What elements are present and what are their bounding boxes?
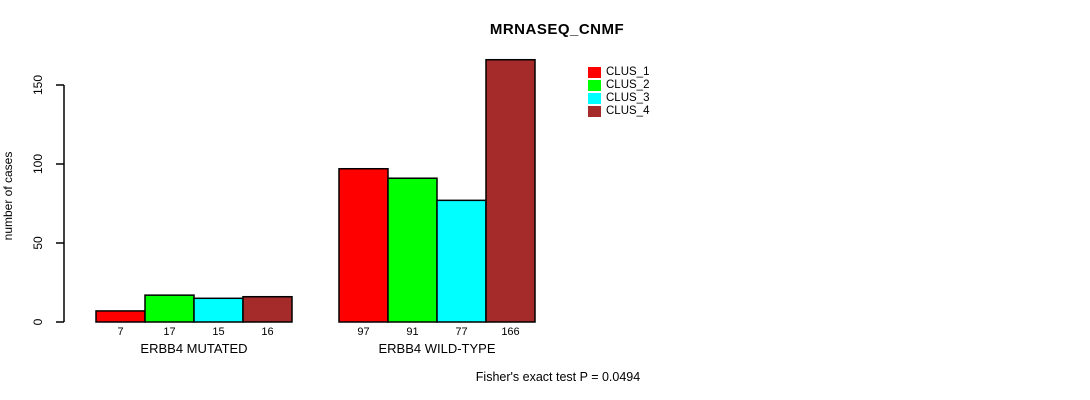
legend-swatch — [588, 106, 601, 117]
chart-title: MRNASEQ_CNMF — [489, 21, 625, 38]
legend-label: CLUS_2 — [606, 79, 650, 91]
bar — [242, 295, 293, 323]
legend-swatch — [588, 93, 601, 104]
legend-item: CLUS_3 — [588, 92, 649, 105]
legend-label: CLUS_4 — [606, 105, 650, 117]
y-axis-tick-label: 100 — [31, 154, 45, 174]
group-label: ERBB4 MUTATED — [140, 341, 247, 356]
bar-value-label: 97 — [357, 326, 369, 338]
bar — [144, 294, 195, 323]
legend-item: CLUS_2 — [588, 79, 649, 92]
bar — [436, 199, 487, 323]
bar — [193, 297, 244, 323]
y-axis-tick-label: 50 — [31, 236, 45, 250]
legend-label: CLUS_1 — [606, 66, 650, 78]
legend-label: CLUS_3 — [606, 92, 650, 104]
legend-item: CLUS_4 — [588, 105, 649, 118]
bar-value-label: 7 — [117, 326, 123, 338]
bar-value-label: 17 — [163, 326, 175, 338]
annotation-text: Fisher's exact test P = 0.0494 — [475, 370, 641, 384]
legend-item: CLUS_1 — [588, 66, 649, 79]
bar-value-label: 16 — [261, 326, 273, 338]
bar-value-label: 166 — [501, 326, 519, 338]
legend-swatch — [588, 80, 601, 91]
bar — [95, 310, 146, 323]
bar-value-label: 77 — [455, 326, 467, 338]
y-axis-tick-label: 150 — [31, 75, 45, 95]
bar — [387, 177, 438, 323]
bar-value-label: 91 — [406, 326, 418, 338]
legend-swatch — [588, 67, 601, 78]
group-label: ERBB4 WILD-TYPE — [378, 341, 495, 356]
legend: CLUS_1 CLUS_2 CLUS_3 CLUS_4 — [588, 66, 649, 118]
bar — [485, 58, 536, 323]
y-axis-label: number of cases — [1, 152, 15, 241]
bar-value-label: 15 — [212, 326, 224, 338]
bar — [338, 167, 389, 323]
y-axis-tick-label: 0 — [31, 318, 45, 325]
